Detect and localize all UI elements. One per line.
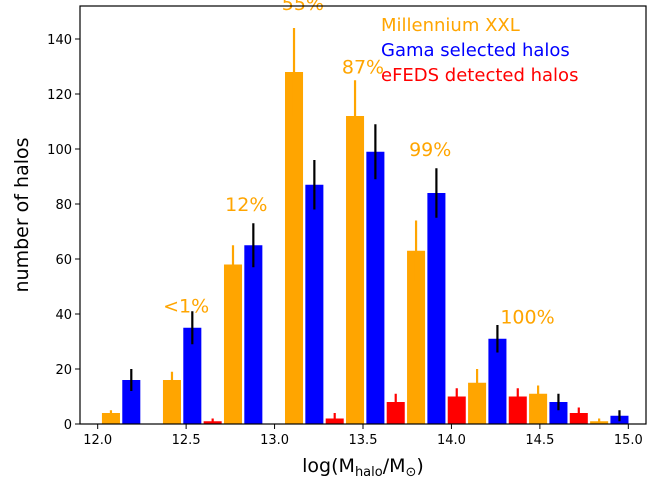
bar-gama-selected-halos-5 [427,193,446,424]
bar-millennium-xxl-7 [529,393,548,424]
bar-millennium-xxl-0 [101,413,120,424]
bar-millennium-xxl-4 [346,116,365,424]
y-tick-label: 100 [47,143,72,158]
errorbars-layer [109,28,621,424]
bar-millennium-xxl-2 [223,264,243,424]
x-tick-label: 12.0 [83,433,112,448]
y-ticks: 0 20 40 60 80 100 120 140 [47,33,80,433]
x-tick-label: 13.5 [349,433,378,448]
percent-annotation: 100% [500,307,554,329]
y-tick-label: 40 [55,308,72,323]
y-axis-label: number of halos [11,137,33,292]
legend: Millennium XXL Gama selected halos eFEDS d… [381,15,578,86]
bars-layer [101,72,629,424]
y-tick-label: 140 [47,33,72,48]
y-tick-label: 60 [55,253,72,268]
percent-annotation: <1% [163,296,209,318]
x-tick-label: 12.5 [172,433,201,448]
bar-millennium-xxl-6 [468,382,487,424]
bar-gama-selected-halos-0 [122,380,141,424]
x-tick-label: 14.0 [437,433,466,448]
bar-gama-selected-halos-3 [305,184,324,424]
bar-gama-selected-halos-4 [366,151,385,424]
y-tick-label: 0 [64,418,72,433]
x-tick-label: 15.0 [614,433,643,448]
x-ticks: 12.0 12.5 13.0 13.5 14.0 14.5 15.0 [83,424,643,448]
bar-gama-selected-halos-2 [244,245,263,424]
legend-entry: Millennium XXL [381,15,520,36]
x-tick-label: 14.5 [525,433,554,448]
bar-millennium-xxl-5 [407,250,426,424]
percent-annotation: 12% [225,194,267,216]
legend-entry: eFEDS detected halos [381,65,578,86]
bar-millennium-xxl-3 [284,72,304,424]
y-tick-label: 120 [47,88,72,103]
percent-annotation: 87% [342,56,384,78]
x-axis-label-end: ) [416,455,423,477]
bar-efeds-detected-halos-5 [447,396,466,424]
percent-annotation: 99% [409,139,451,161]
legend-entry: Gama selected halos [381,40,570,61]
annotations-layer: <1% 12% 55% 87% 99% 100% [163,0,555,329]
bar-gama-selected-halos-7 [549,402,568,424]
bar-efeds-detected-halos-4 [386,402,405,424]
x-axis-label: log(Mhalo/M⊙) [302,455,424,480]
x-tick-label: 13.0 [260,433,289,448]
x-axis-label-sub1: halo [355,465,383,480]
bar-gama-selected-halos-1 [183,327,202,424]
y-tick-label: 20 [55,363,72,378]
bar-efeds-detected-halos-6 [508,396,527,424]
percent-annotation: 55% [282,0,324,15]
bar-gama-selected-halos-6 [488,338,507,424]
bar-millennium-xxl-1 [162,380,181,424]
x-axis-label-sub2: ⊙ [406,465,417,480]
y-tick-label: 80 [55,198,72,213]
x-axis-label-main: log(M [302,455,355,477]
x-axis-label-mid: /M [383,455,406,477]
